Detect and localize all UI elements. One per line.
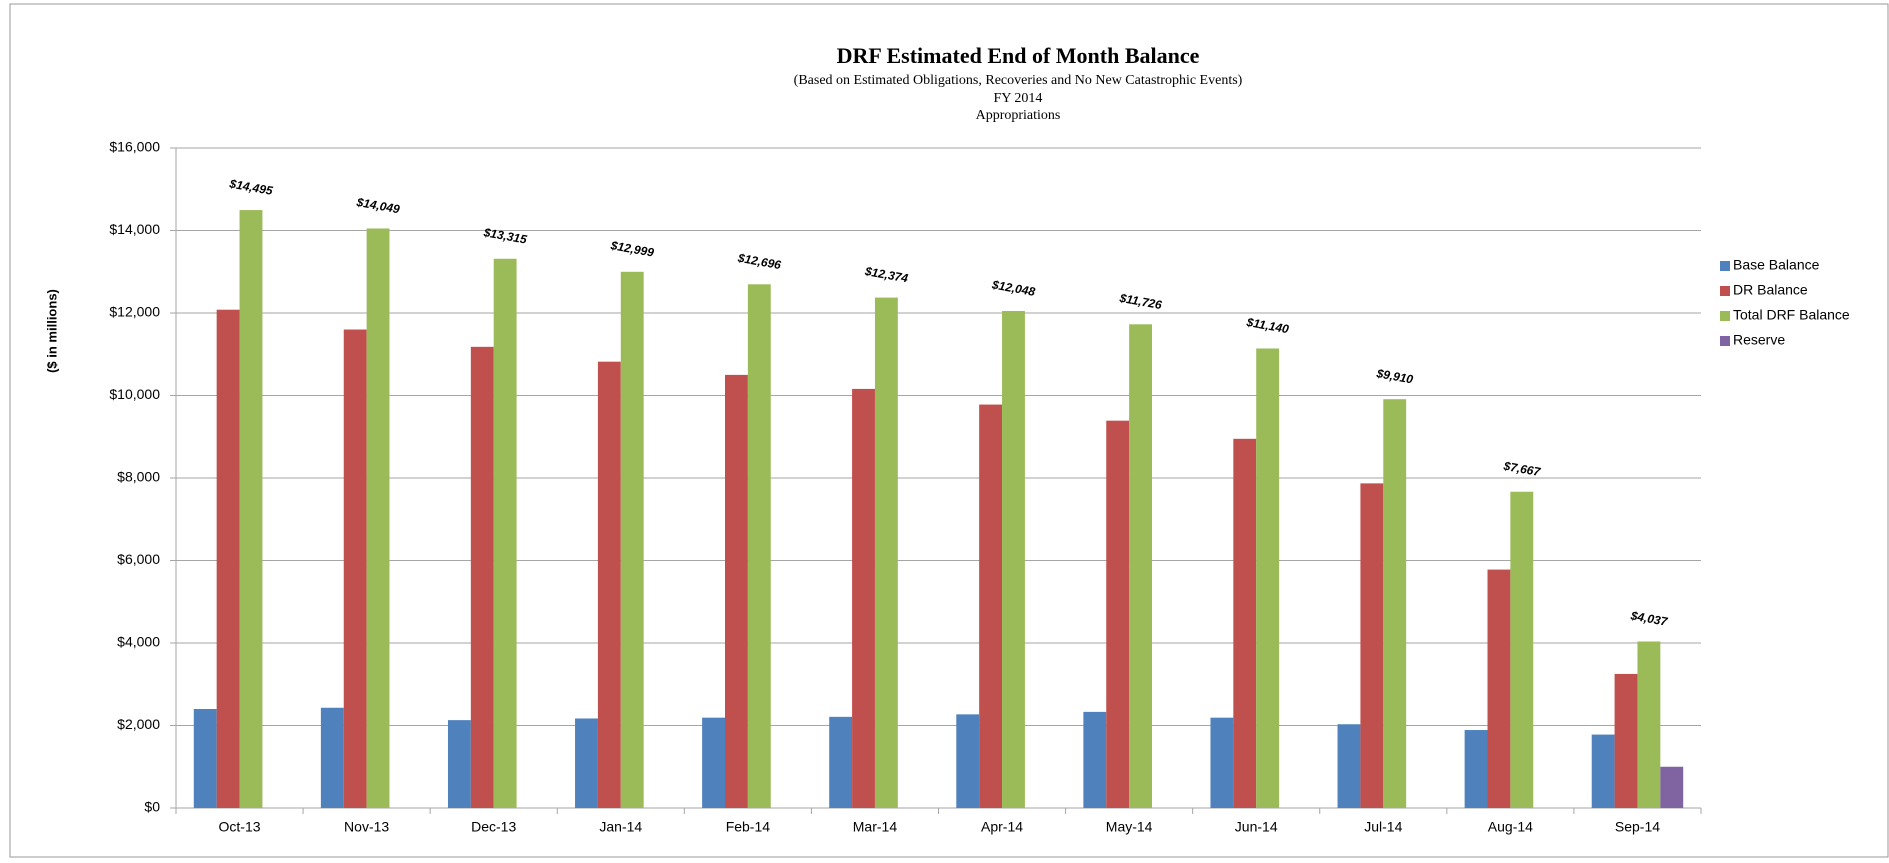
x-tick-label: Jun-14 — [1235, 819, 1278, 835]
bar — [725, 374, 748, 808]
x-tick-label: Jan-14 — [599, 819, 642, 835]
bar — [193, 709, 217, 808]
legend-label: Reserve — [1733, 332, 1785, 348]
y-tick-label: $12,000 — [109, 304, 160, 320]
bar — [1337, 724, 1361, 808]
x-tick-label: Feb-14 — [726, 819, 771, 835]
data-label: $14,495 — [228, 176, 274, 198]
bar — [1614, 673, 1638, 808]
bar — [1256, 348, 1280, 808]
x-tick-label: Dec-13 — [471, 819, 516, 835]
bar — [1660, 766, 1684, 808]
bar — [1002, 311, 1025, 808]
data-label: $13,315 — [482, 225, 528, 247]
bar — [747, 284, 771, 808]
x-tick-label: Oct-13 — [219, 819, 261, 835]
data-label: $12,999 — [609, 238, 655, 260]
data-label: $11,140 — [1245, 315, 1291, 336]
chart-subtitle: FY 2014 — [994, 91, 1043, 106]
bar — [575, 718, 598, 808]
bar — [320, 707, 344, 808]
chart-frame — [9, 3, 1889, 858]
bar — [1210, 717, 1234, 808]
y-tick-label: $8,000 — [117, 469, 160, 485]
y-tick-label: $16,000 — [109, 139, 160, 155]
bar — [366, 228, 390, 808]
bar — [239, 210, 263, 809]
bar — [1083, 711, 1107, 808]
x-tick-label: Nov-13 — [344, 819, 389, 835]
bar — [216, 309, 240, 808]
bar — [1591, 734, 1615, 808]
bar — [1360, 483, 1384, 808]
data-label: $12,374 — [863, 264, 909, 286]
chart-subtitle: (Based on Estimated Obligations, Recover… — [794, 73, 1243, 88]
legend-swatch — [1720, 336, 1730, 346]
bar — [470, 346, 494, 808]
data-label: $4,037 — [1629, 608, 1670, 629]
y-tick-label: $0 — [144, 799, 160, 815]
bar — [620, 271, 644, 808]
y-tick-label: $14,000 — [109, 221, 160, 237]
bar — [493, 258, 517, 809]
data-label: $14,049 — [355, 195, 401, 217]
legend-label: Total DRF Balance — [1733, 307, 1850, 323]
data-label: $9,910 — [1375, 366, 1415, 386]
y-tick-label: $10,000 — [109, 386, 160, 402]
bar — [874, 297, 898, 808]
legend-label: DR Balance — [1733, 282, 1808, 298]
legend-swatch — [1720, 286, 1730, 296]
x-tick-label: Aug-14 — [1488, 819, 1533, 835]
bar — [1129, 324, 1152, 808]
bar — [956, 714, 980, 808]
x-tick-label: Apr-14 — [981, 819, 1023, 835]
data-label: $12,048 — [990, 277, 1036, 299]
legend-swatch — [1720, 311, 1730, 321]
chart-subtitle: Appropriations — [976, 108, 1061, 123]
legend-label: Base Balance — [1733, 257, 1820, 273]
y-tick-label: $6,000 — [117, 551, 160, 567]
bar — [597, 361, 621, 808]
data-label: $7,667 — [1502, 459, 1543, 480]
bar — [1383, 399, 1407, 808]
bar — [979, 404, 1003, 808]
y-axis-label: ($ in millions) — [44, 289, 59, 373]
y-tick-label: $2,000 — [117, 716, 160, 732]
y-tick-label: $4,000 — [117, 634, 160, 650]
chart-title: DRF Estimated End of Month Balance — [837, 43, 1200, 68]
data-label: $11,726 — [1118, 291, 1164, 312]
x-tick-label: Jul-14 — [1364, 819, 1402, 835]
bar — [1487, 569, 1511, 808]
bar — [829, 716, 853, 808]
legend-swatch — [1720, 261, 1730, 271]
bar — [447, 720, 471, 808]
bar — [1464, 730, 1488, 808]
data-label: $12,696 — [736, 251, 782, 273]
x-tick-label: May-14 — [1106, 819, 1153, 835]
bar — [343, 329, 367, 808]
x-tick-label: Sep-14 — [1615, 819, 1660, 835]
bar — [1233, 438, 1257, 808]
bar — [702, 717, 725, 808]
x-tick-label: Mar-14 — [853, 819, 898, 835]
bar — [1510, 491, 1534, 808]
bar — [1106, 420, 1130, 808]
bar — [1637, 641, 1661, 808]
bar — [852, 388, 875, 808]
